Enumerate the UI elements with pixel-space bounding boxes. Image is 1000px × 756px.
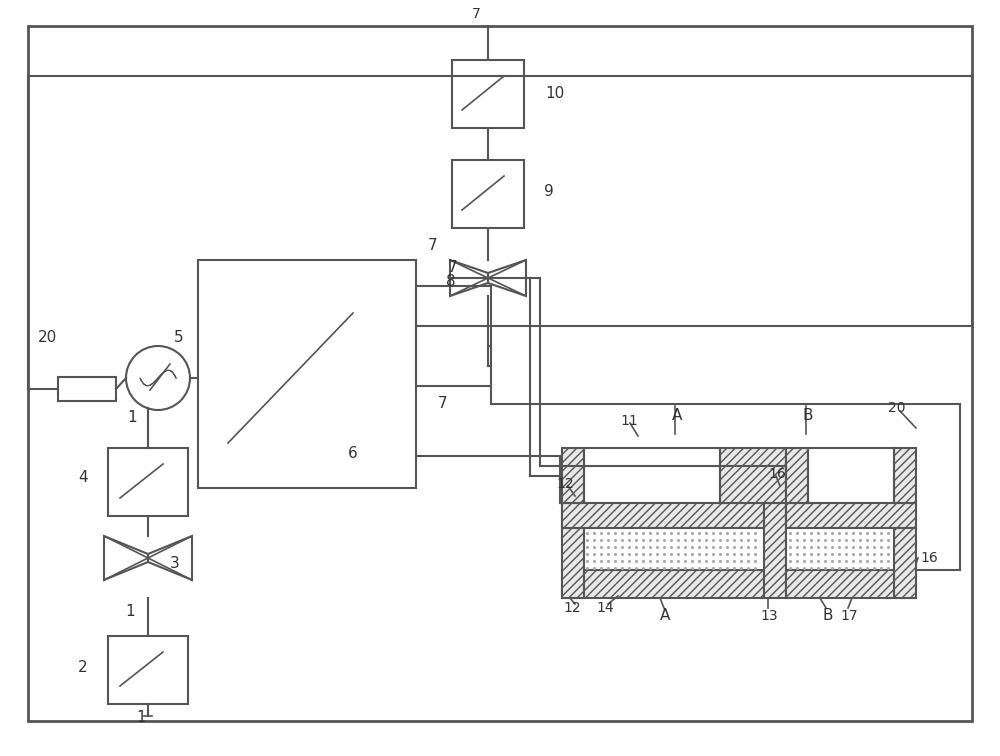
Text: 17: 17 [840, 609, 858, 623]
Text: 11: 11 [620, 414, 638, 428]
Text: 16: 16 [920, 551, 938, 565]
Text: 5: 5 [174, 330, 184, 345]
Text: 20: 20 [38, 330, 57, 345]
Bar [894, 503, 916, 598]
Bar [416, 286, 491, 386]
Bar [452, 60, 524, 128]
Bar [786, 570, 916, 598]
Bar [786, 503, 916, 528]
Text: 3: 3 [170, 556, 180, 571]
Text: A: A [672, 408, 682, 423]
Text: 1: 1 [125, 603, 135, 618]
Text: 7: 7 [472, 7, 481, 21]
Bar [562, 503, 764, 528]
Text: 12: 12 [563, 601, 581, 615]
Text: 7: 7 [438, 396, 448, 411]
Text: 6: 6 [348, 447, 358, 461]
Bar [198, 260, 416, 488]
Bar [108, 636, 188, 704]
Text: 7: 7 [428, 238, 438, 253]
Text: 14: 14 [596, 601, 614, 615]
Bar [562, 503, 584, 598]
Bar [58, 377, 116, 401]
Text: 2: 2 [78, 661, 88, 676]
Bar [786, 448, 808, 503]
Text: A: A [660, 609, 670, 624]
Text: B: B [822, 609, 832, 624]
Bar [108, 448, 188, 516]
Text: B: B [803, 408, 814, 423]
Bar [562, 570, 764, 598]
Text: 7: 7 [448, 261, 458, 275]
Bar [452, 160, 524, 228]
Text: 10: 10 [545, 86, 564, 101]
Text: 4: 4 [78, 470, 88, 485]
Text: 8: 8 [446, 274, 456, 289]
Bar [764, 503, 786, 598]
Text: 12: 12 [556, 477, 574, 491]
Text: 1: 1 [127, 411, 137, 426]
Text: 9: 9 [544, 184, 554, 199]
Text: 1: 1 [136, 711, 146, 726]
Text: 13: 13 [760, 609, 778, 623]
Bar [562, 448, 584, 503]
Bar [894, 448, 916, 503]
Bar [720, 448, 786, 503]
Text: 16: 16 [768, 467, 786, 481]
Text: 20: 20 [888, 401, 906, 415]
